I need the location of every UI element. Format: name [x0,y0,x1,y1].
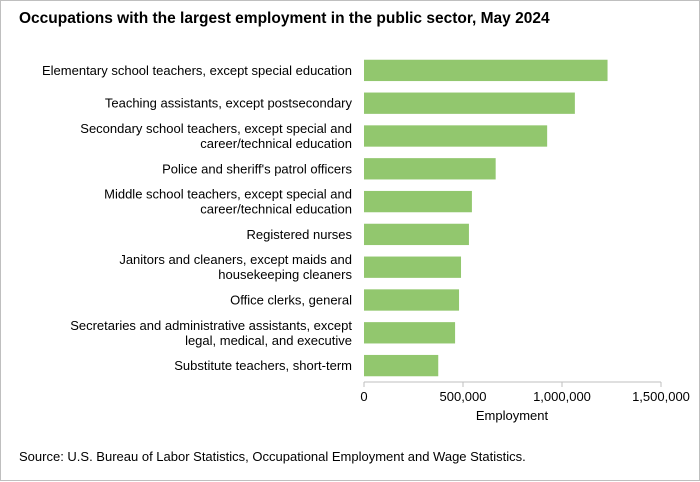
category-label-5: Middle school teachers, except special a… [104,187,352,217]
category-label-3: Secondary school teachers, except specia… [80,121,352,151]
category-label-1: Elementary school teachers, except speci… [42,63,352,78]
x-axis-label: Employment [476,408,549,423]
x-tick-label-2: 500,000 [440,389,487,404]
bar-10 [364,354,439,377]
bar-1 [364,59,608,82]
bar-8 [364,289,460,311]
bar-3 [364,125,548,147]
bar-6 [364,223,469,246]
bar-7 [364,256,462,278]
bar-4 [364,158,496,180]
category-label-8: Office clerks, general [230,293,352,308]
category-label-9: Secretaries and administrative assistant… [70,318,352,348]
category-label-6: Registered nurses [247,227,353,242]
category-label-4: Police and sheriff's patrol officers [162,161,352,176]
bar-9 [364,322,456,344]
bars-group [364,59,608,377]
x-ticks-group: 0 500,000 1,000,000 1,500,000 [360,382,690,404]
source-note: Source: U.S. Bureau of Labor Statistics,… [19,449,526,464]
category-label-2: Teaching assistants, except postsecondar… [105,96,353,111]
category-label-10: Substitute teachers, short-term [174,358,352,373]
category-label-7: Janitors and cleaners, except maids and h… [119,252,352,282]
x-tick-label-1: 0 [360,389,367,404]
chart-title: Occupations with the largest employment … [19,10,550,27]
category-labels-group: Elementary school teachers, except speci… [42,63,353,373]
x-tick-label-4: 1,500,000 [632,389,690,404]
bar-2 [364,92,575,114]
bar-5 [364,190,472,213]
x-tick-label-3: 1,000,000 [533,389,591,404]
